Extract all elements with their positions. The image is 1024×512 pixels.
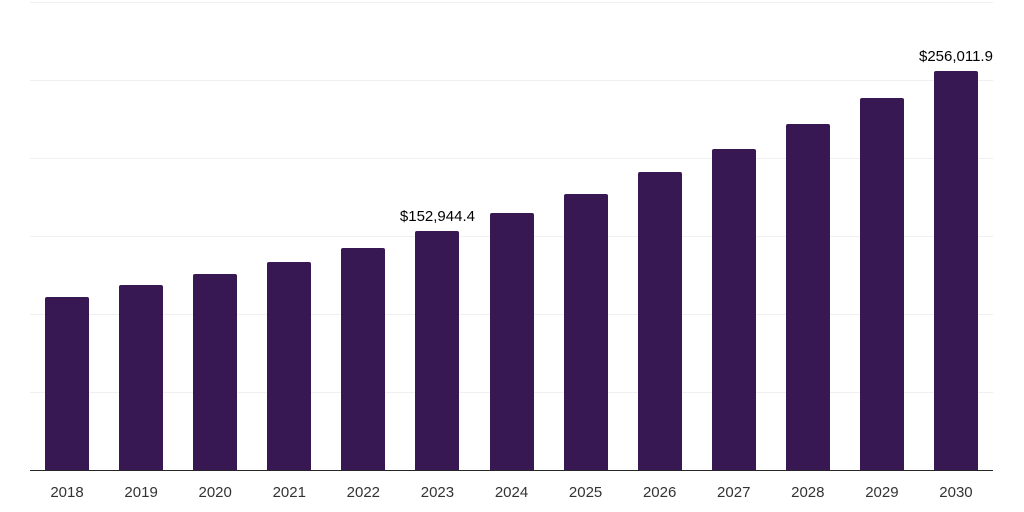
- x-tick-2026: 2026: [642, 484, 677, 501]
- x-tick-2029: 2029: [865, 484, 899, 501]
- bar-slot-2024: [474, 2, 548, 470]
- x-tick-2021: 2021: [272, 484, 306, 501]
- x-tick-2023: 2023: [420, 484, 455, 501]
- bar-slot-2022: [326, 2, 400, 470]
- bar-2030[interactable]: $256,011.9: [919, 48, 993, 470]
- bar-slot-2020: [178, 2, 252, 470]
- x-tick-2019: 2019: [124, 484, 158, 501]
- bar-slot-2029: [845, 2, 919, 470]
- bar-2020[interactable]: [193, 274, 238, 470]
- x-tick-2024: 2024: [494, 484, 529, 501]
- bars-container: $152,944.4 $256,011.9: [30, 2, 993, 470]
- bar-slot-2019: [104, 2, 178, 470]
- x-tick-2020: 2020: [198, 484, 232, 501]
- bar-2022[interactable]: [341, 248, 386, 470]
- bar-2027[interactable]: [711, 148, 756, 470]
- data-label-2023: $152,944.4: [399, 208, 475, 226]
- bar-2021[interactable]: [267, 262, 312, 470]
- bar-slot-2027: [697, 2, 771, 470]
- gridline-200000: [30, 158, 993, 160]
- bar-2025[interactable]: [563, 194, 608, 470]
- bar-slot-2018: [30, 2, 104, 470]
- gridline-250000: [30, 80, 993, 81]
- bar-slot-2021: [252, 2, 326, 470]
- bar-slot-2028: [771, 2, 845, 470]
- bar-2028[interactable]: [785, 124, 830, 470]
- x-tick-2028: 2028: [791, 484, 825, 501]
- x-tick-2022: 2022: [346, 484, 381, 501]
- bar-2019[interactable]: [119, 284, 164, 470]
- bar-2029[interactable]: [859, 97, 904, 470]
- bar-2023[interactable]: $152,944.4: [400, 209, 475, 470]
- x-tick-2027: 2027: [717, 484, 751, 501]
- x-axis-line: [30, 470, 993, 471]
- x-axis-tick-labels: 2018 2019 2020 2021 2022 2023 2024 2025 2026 2027…: [30, 484, 993, 501]
- bar-slot-2023: $152,944.4: [400, 2, 475, 470]
- bar-slot-2026: [623, 2, 697, 470]
- x-tick-2025: 2025: [568, 484, 603, 501]
- bar-2024[interactable]: [489, 213, 534, 470]
- bar-2018[interactable]: [45, 297, 90, 470]
- data-label-2030: $256,011.9: [918, 47, 993, 65]
- gridline-300000: [30, 2, 993, 3]
- bar-slot-2030: $256,011.9: [919, 2, 993, 470]
- plot-area: $152,944.4 $256,011.9: [30, 2, 993, 470]
- x-tick-2018: 2018: [50, 484, 84, 501]
- bar-slot-2025: [549, 2, 623, 470]
- x-tick-2030: 2030: [939, 484, 973, 501]
- bar-2026[interactable]: [637, 172, 682, 470]
